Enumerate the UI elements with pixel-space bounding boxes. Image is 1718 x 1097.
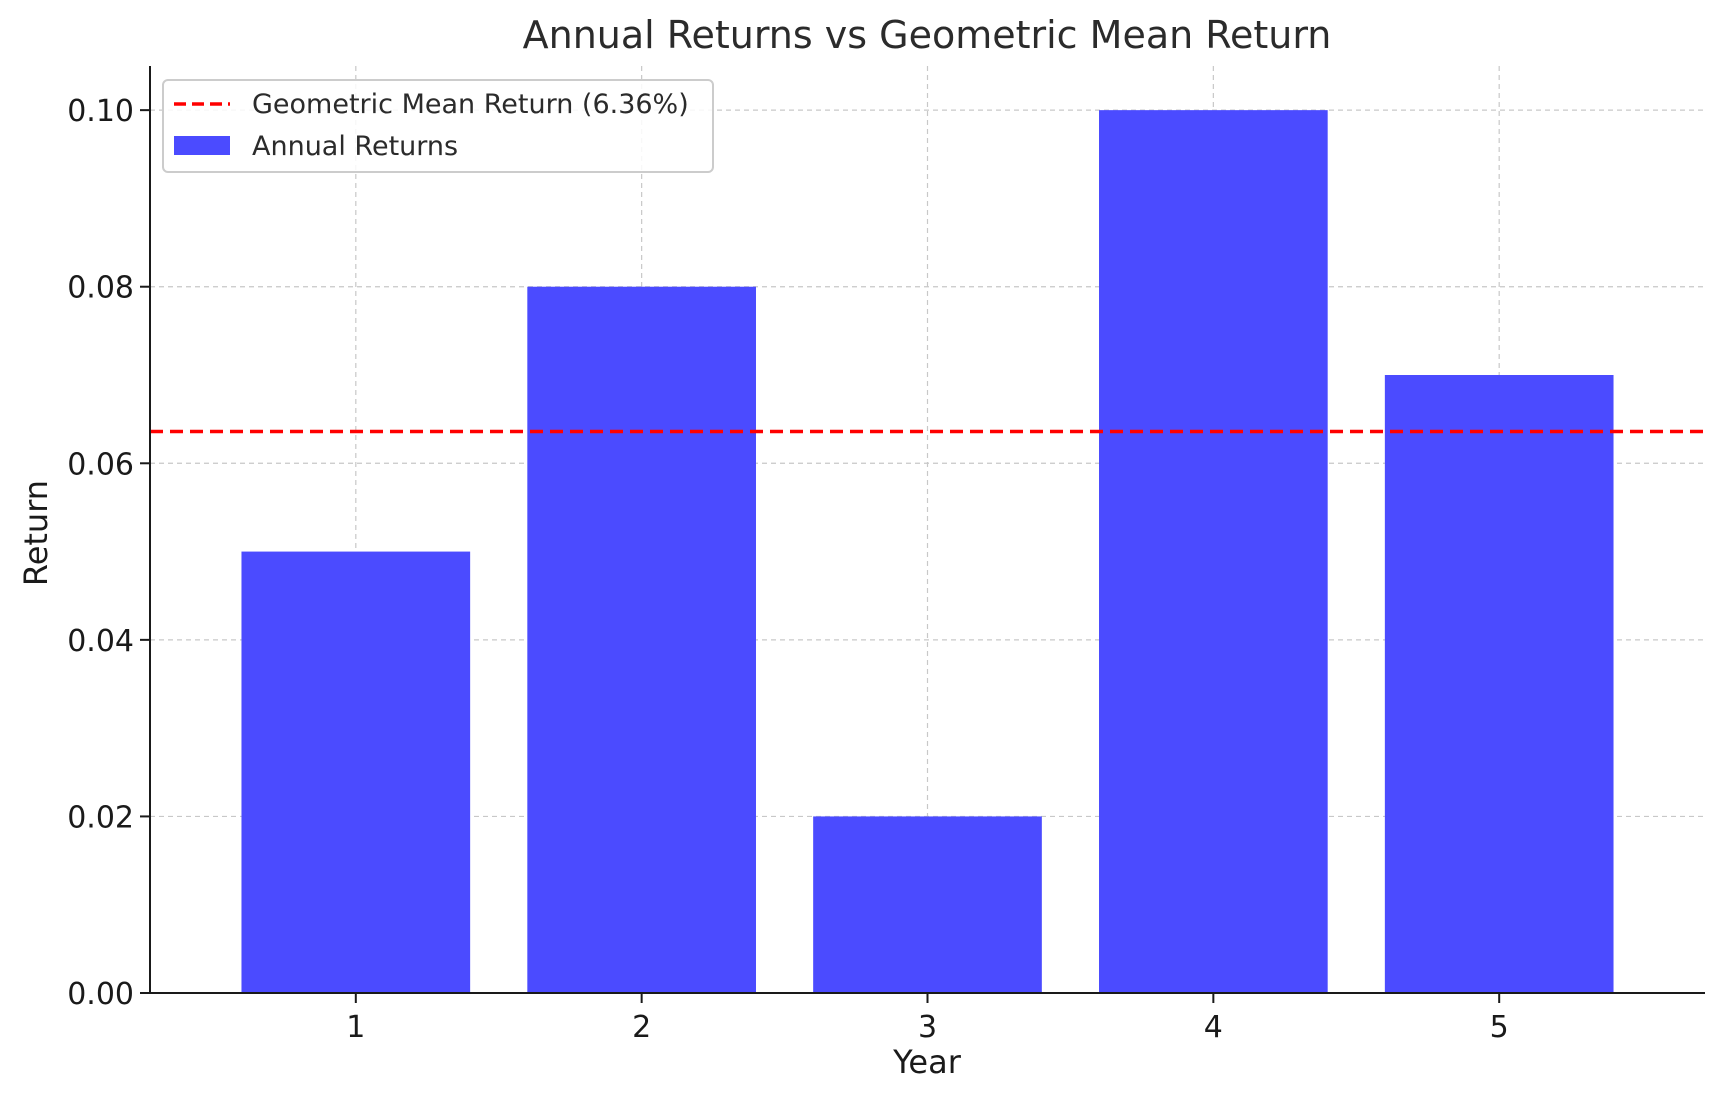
y-ticks: 0.00 0.02 0.04 0.06 0.08 0.10 — [67, 94, 150, 1012]
x-tick-label: 2 — [632, 1010, 651, 1045]
legend: Geometric Mean Return (6.36%) Annual Ret… — [162, 79, 714, 173]
y-tick-label: 0.02 — [67, 800, 134, 835]
y-tick-label: 0.00 — [67, 977, 134, 1012]
x-tick-label: 3 — [918, 1010, 937, 1045]
x-ticks: 1 2 3 4 5 — [346, 993, 1509, 1045]
bar — [813, 816, 1042, 993]
x-axis-label: Year — [892, 1043, 962, 1081]
chart-title: Annual Returns vs Geometric Mean Return — [523, 13, 1332, 57]
legend-swatch-annual-returns — [174, 136, 230, 155]
legend-box — [162, 79, 714, 173]
bar — [527, 286, 756, 993]
bar — [1099, 110, 1328, 993]
x-tick-label: 5 — [1490, 1010, 1509, 1045]
y-tick-label: 0.04 — [67, 624, 134, 659]
legend-label-annual-returns: Annual Returns — [252, 131, 458, 162]
x-tick-label: 4 — [1204, 1010, 1223, 1045]
legend-label-reference-line: Geometric Mean Return (6.36%) — [252, 89, 689, 120]
y-tick-label: 0.10 — [67, 94, 134, 129]
y-axis-label: Return — [17, 480, 55, 586]
x-tick-label: 1 — [346, 1010, 365, 1045]
y-tick-label: 0.06 — [67, 447, 134, 482]
y-tick-label: 0.08 — [67, 271, 134, 306]
bar — [241, 551, 471, 993]
bars-group — [241, 110, 1614, 993]
bar — [1384, 375, 1614, 993]
